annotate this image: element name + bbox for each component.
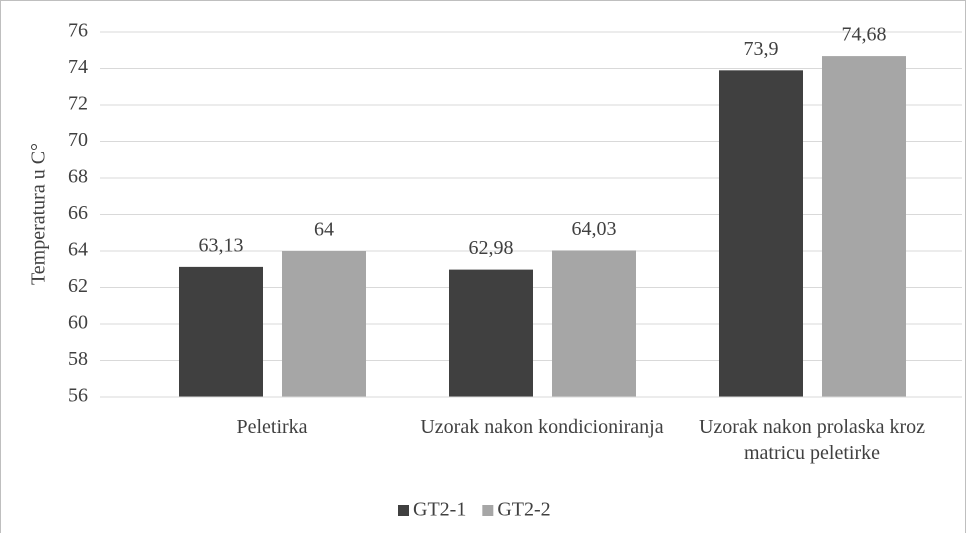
y-tick-label: 68 [68,166,88,188]
value-label: 73,9 [744,38,779,60]
value-label: 63,13 [199,234,244,256]
legend-swatch [482,505,494,516]
value-label: 74,68 [842,24,887,46]
bar [719,70,803,397]
y-tick-label: 64 [68,239,88,261]
y-tick-label: 66 [68,202,88,224]
value-label: 64 [314,219,334,241]
bar [449,269,533,397]
bar [552,250,636,397]
y-tick-label: 72 [68,93,88,115]
legend-swatch [398,505,409,516]
value-label: 64,03 [572,218,617,240]
y-axis-label: Temperatura u C° [28,143,50,285]
bar [822,56,906,398]
y-tick-label: 76 [68,20,88,42]
value-label: 62,98 [469,237,514,259]
y-tick-label: 70 [68,129,88,151]
y-tick-label: 58 [68,348,88,370]
x-tick-label: Peletirka [236,416,308,438]
y-tick-label: 62 [68,275,88,297]
y-tick-label: 56 [68,385,88,407]
legend-label: GT2-1 [413,499,466,521]
legend-label: GT2-2 [497,499,550,521]
x-tick-label: Uzorak nakon prolaska kroz matricu pelet… [698,416,926,464]
bar [282,251,366,397]
bar [179,266,263,397]
y-tick-label: 74 [68,56,88,78]
x-tick-label: Uzorak nakon kondicioniranja [420,416,664,438]
y-tick-label: 60 [68,312,88,334]
